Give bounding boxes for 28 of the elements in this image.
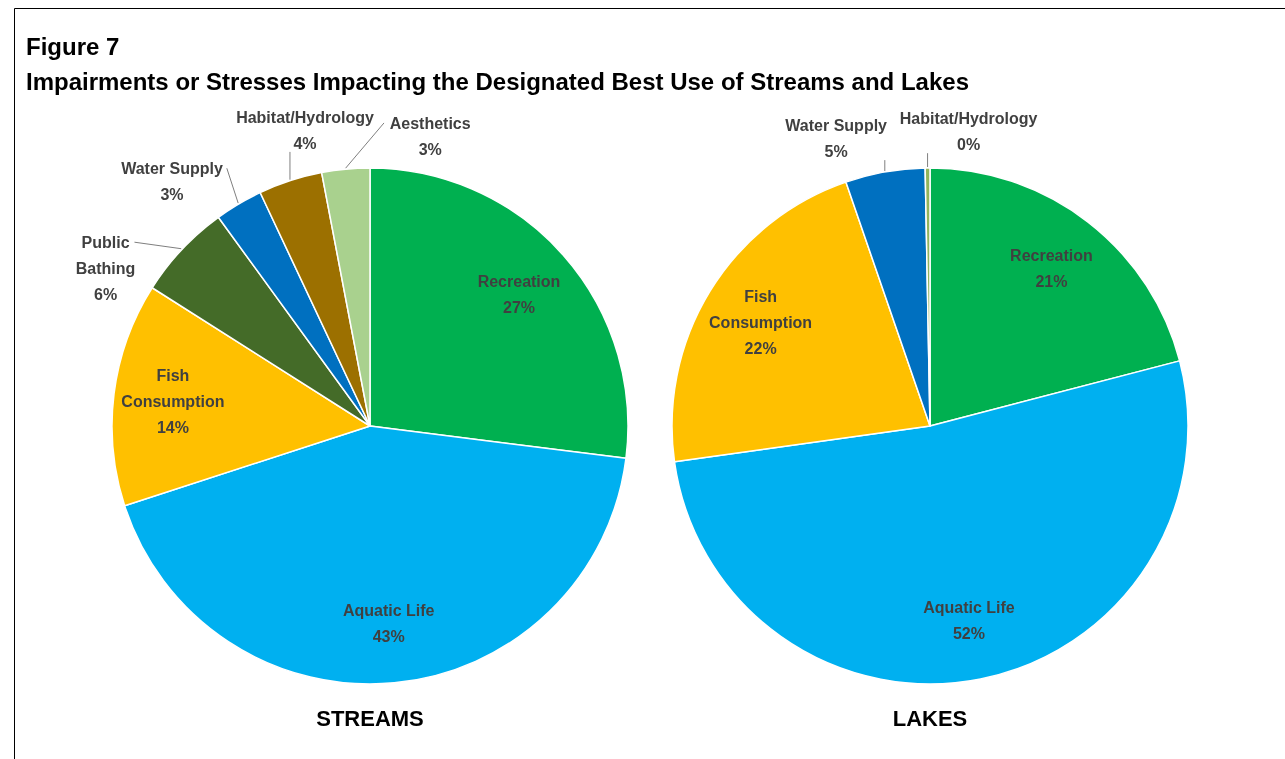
data-label: 14% <box>156 418 189 436</box>
slice-label: Fish Consumption <box>121 366 225 410</box>
slice-label: Aquatic Life <box>342 602 435 620</box>
slice-label: Aesthetics <box>389 114 471 132</box>
slice-label: Recreation <box>1010 247 1093 265</box>
data-label: 6% <box>93 285 118 303</box>
slice-label: Water Supply <box>785 116 888 134</box>
slice-label: Habitat/Hydrology <box>236 108 375 126</box>
data-label: 0% <box>957 135 981 153</box>
slice-label: Water Supply <box>121 159 223 177</box>
data-label: 22% <box>744 339 777 357</box>
slice-label: Aquatic Life <box>923 599 1015 617</box>
data-label: 5% <box>824 142 848 160</box>
text: LAKES <box>892 706 968 731</box>
caption: Figure 7 <box>26 33 120 60</box>
data-label: 27% <box>503 299 536 317</box>
slice-label: Public Bathing <box>75 233 136 277</box>
slice-label: Fish Consumption <box>709 287 813 331</box>
data-label: 3% <box>160 185 184 203</box>
data-label: 3% <box>418 140 442 158</box>
data-label: 21% <box>1035 273 1068 291</box>
data-label: 4% <box>293 134 317 152</box>
data-label: 52% <box>952 625 985 643</box>
slice-label: Habitat/Hydrology <box>899 109 1038 127</box>
text: Impairments or Stresses Impacting the Designated Best Use of Streams and Lakes <box>26 68 969 95</box>
data-label: 43% <box>372 628 405 646</box>
slice-label: Recreation <box>477 273 561 291</box>
text: STREAMS <box>316 706 424 731</box>
